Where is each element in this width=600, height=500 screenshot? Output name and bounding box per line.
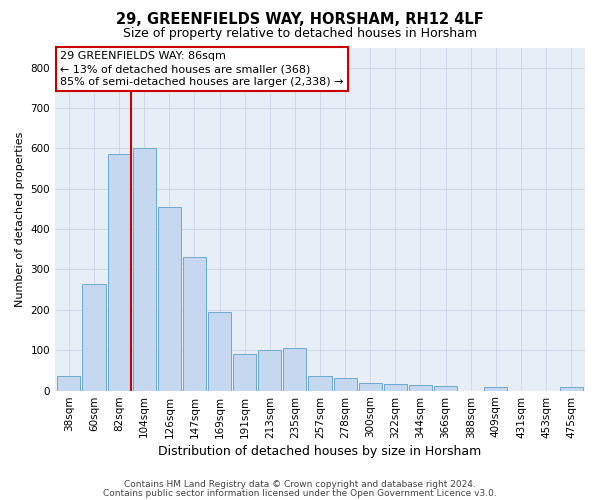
Bar bbox=[384, 384, 407, 390]
Bar bbox=[334, 378, 356, 390]
Bar bbox=[308, 376, 332, 390]
Bar bbox=[409, 385, 432, 390]
Text: Contains HM Land Registry data © Crown copyright and database right 2024.: Contains HM Land Registry data © Crown c… bbox=[124, 480, 476, 489]
Bar bbox=[233, 354, 256, 391]
Text: 29, GREENFIELDS WAY, HORSHAM, RH12 4LF: 29, GREENFIELDS WAY, HORSHAM, RH12 4LF bbox=[116, 12, 484, 28]
Bar bbox=[208, 312, 231, 390]
Bar bbox=[58, 376, 80, 390]
X-axis label: Distribution of detached houses by size in Horsham: Distribution of detached houses by size … bbox=[158, 444, 482, 458]
Bar bbox=[484, 388, 508, 390]
Bar bbox=[359, 384, 382, 390]
Bar bbox=[283, 348, 307, 391]
Bar bbox=[82, 284, 106, 391]
Text: 29 GREENFIELDS WAY: 86sqm
← 13% of detached houses are smaller (368)
85% of semi: 29 GREENFIELDS WAY: 86sqm ← 13% of detac… bbox=[61, 51, 344, 88]
Bar bbox=[258, 350, 281, 391]
Bar bbox=[560, 388, 583, 390]
Y-axis label: Number of detached properties: Number of detached properties bbox=[15, 132, 25, 306]
Bar bbox=[158, 207, 181, 390]
Bar bbox=[133, 148, 156, 390]
Text: Contains public sector information licensed under the Open Government Licence v3: Contains public sector information licen… bbox=[103, 490, 497, 498]
Text: Size of property relative to detached houses in Horsham: Size of property relative to detached ho… bbox=[123, 28, 477, 40]
Bar bbox=[107, 154, 131, 390]
Bar bbox=[434, 386, 457, 390]
Bar bbox=[183, 258, 206, 390]
